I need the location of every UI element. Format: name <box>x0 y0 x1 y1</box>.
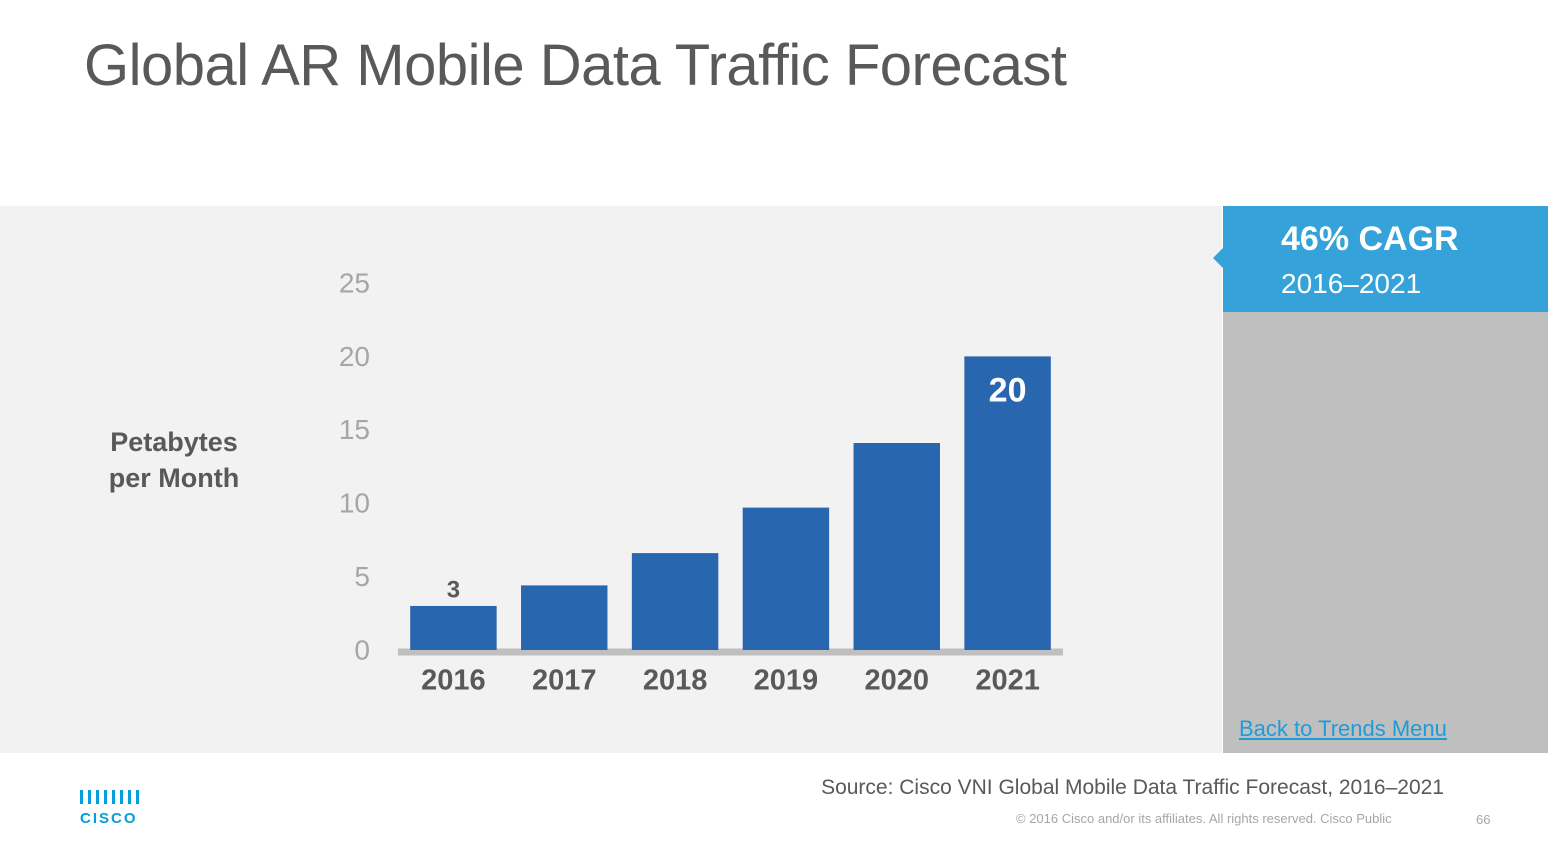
callout-box <box>1223 206 1548 312</box>
x-tick-label: 2021 <box>975 665 1040 697</box>
x-tick-label: 2017 <box>532 665 597 697</box>
bar <box>964 356 1051 650</box>
slide-title: Global AR Mobile Data Traffic Forecast <box>84 33 1067 98</box>
data-label: 3 <box>447 576 460 603</box>
x-tick-label: 2018 <box>643 665 708 697</box>
page-number: 66 <box>1476 812 1491 827</box>
y-axis-label: Petabytes per Month <box>108 427 240 493</box>
y-tick-label: 10 <box>339 488 370 519</box>
y-tick-label: 25 <box>339 267 370 298</box>
y-tick-label: 20 <box>339 341 370 372</box>
x-tick-label: 2016 <box>421 665 486 697</box>
y-tick-label: 0 <box>354 634 370 665</box>
data-label: 20 <box>989 371 1027 409</box>
x-tick-label: 2019 <box>754 665 819 697</box>
callout-notch <box>1213 248 1223 268</box>
x-tick-label: 2020 <box>864 665 929 697</box>
bar <box>853 443 940 650</box>
y-tick-label: 5 <box>354 561 370 592</box>
y-tick-label: 15 <box>339 414 370 445</box>
logo-bars <box>80 790 142 804</box>
bar <box>631 553 719 650</box>
bar <box>742 507 830 650</box>
trends-link[interactable]: Back to Trends Menu <box>1239 716 1447 741</box>
source-note: Source: Cisco VNI Global Mobile Data Tra… <box>821 776 1444 799</box>
bar <box>410 605 497 650</box>
callout-title: 46% CAGR <box>1281 220 1459 258</box>
callout-subtitle: 2016–2021 <box>1281 268 1422 299</box>
copyright: © 2016 Cisco and/or its affiliates. All … <box>1016 811 1392 826</box>
logo-text: CISCO <box>80 810 138 827</box>
bar <box>521 585 608 650</box>
